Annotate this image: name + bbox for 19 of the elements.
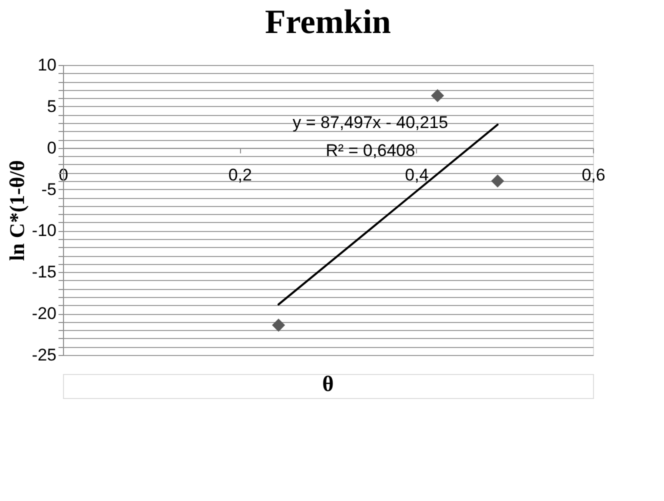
point xyxy=(272,318,286,332)
y-tick-label: 5 xyxy=(47,96,56,116)
chart-title: Fremkin xyxy=(265,4,392,41)
annotation: R² = 0,6408 xyxy=(326,141,416,160)
y-tick-label: -15 xyxy=(32,262,56,282)
x-tick-label: 0,2 xyxy=(228,165,252,184)
y-tick-label: -20 xyxy=(32,304,56,324)
y-tick-label: 10 xyxy=(38,56,56,74)
y-tick-label: 0 xyxy=(47,138,56,158)
y-tick-label: -10 xyxy=(32,221,56,240)
y-axis-title: ln C*(1-θ/θ xyxy=(4,160,29,261)
x-axis-title: θ xyxy=(322,371,334,396)
point xyxy=(491,174,504,188)
x-tick-label: 0,6 xyxy=(582,165,606,184)
y-tick-label: -25 xyxy=(32,346,56,364)
annotation: y = 87,497x - 40,215 xyxy=(292,113,448,132)
x-tick-label: 0,4 xyxy=(405,165,429,184)
y-tick-label: -5 xyxy=(41,180,56,199)
point xyxy=(431,89,444,102)
